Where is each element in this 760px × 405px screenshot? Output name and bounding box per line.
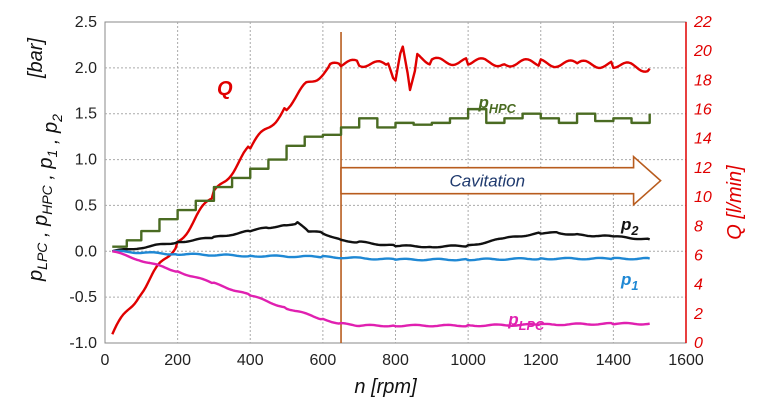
cavitation-arrow — [340, 154, 662, 207]
left-tick-label: -1.0 — [69, 335, 97, 352]
x-tick-label: 1600 — [668, 352, 704, 369]
right-tick-label: 18 — [694, 72, 712, 89]
x-tick-label: 200 — [164, 352, 191, 369]
right-tick-label: 22 — [693, 14, 712, 31]
series-line-p_HPC — [112, 107, 651, 248]
left-tick-label: -0.5 — [69, 289, 97, 306]
right-tick-label: 10 — [694, 189, 712, 206]
left-tick-label: 2.0 — [75, 60, 97, 77]
right-tick-label: 12 — [694, 160, 712, 177]
axis-titles: pLPC , pHPC , p1 , p2 [bar] Q [l/min] n [rp… — [25, 38, 746, 398]
series-label-p_1: p1 — [620, 270, 638, 293]
right-tick-label: 8 — [694, 218, 703, 235]
series-lines — [111, 45, 651, 335]
left-tick-label: 0.0 — [75, 243, 97, 260]
x-tick-label: 600 — [310, 352, 337, 369]
right-tick-label: 0 — [694, 335, 703, 352]
right-tick-label: 4 — [694, 277, 703, 294]
right-tick-label: 6 — [694, 247, 703, 264]
series-line-Q — [111, 45, 651, 335]
right-tick-label: 2 — [693, 306, 703, 323]
right-tick-label: 16 — [694, 102, 712, 119]
x-tick-label: 0 — [101, 352, 110, 369]
x-axis: 0 200 400 600 800 1000 1200 1400 1600 — [101, 352, 704, 369]
x-tick-label: 1000 — [450, 352, 486, 369]
left-tick-label: 0.5 — [75, 197, 97, 214]
right-tick-label: 20 — [693, 43, 712, 60]
grid — [105, 22, 686, 343]
left-axis-title: pLPC , pHPC , p1 , p2 — [25, 114, 65, 282]
series-line-p_1 — [112, 249, 651, 262]
cavitation-label: Cavitation — [450, 172, 526, 191]
left-tick-label: 1.5 — [75, 106, 97, 123]
series-label-p_LPC: pLPC — [507, 310, 545, 333]
right-axis-title: Q [l/min] — [724, 165, 746, 240]
x-tick-label: 400 — [237, 352, 264, 369]
series-line-p_2 — [111, 221, 651, 253]
left-tick-label: 2.5 — [75, 14, 97, 31]
left-tick-label: 1.0 — [75, 152, 97, 169]
series-label-p_HPC: pHPC — [478, 93, 517, 116]
x-tick-label: 800 — [382, 352, 409, 369]
right-axis: 0 2 4 6 8 10 12 14 16 18 20 22 — [685, 14, 712, 352]
cavitation-annotation: Cavitation — [340, 32, 662, 343]
left-axis-unit: [bar] — [25, 38, 47, 79]
x-tick-label: 1400 — [596, 352, 632, 369]
left-axis: -1.0 -0.5 0.0 0.5 1.0 1.5 2.0 2.5 — [69, 14, 97, 352]
x-axis-title: n [rpm] — [354, 376, 417, 398]
right-tick-label: 14 — [694, 131, 712, 148]
series-label-p_2: p2 — [620, 215, 638, 238]
x-tick-label: 1200 — [523, 352, 559, 369]
series-label-Q: Q — [217, 78, 233, 100]
series-line-p_LPC — [112, 250, 650, 328]
